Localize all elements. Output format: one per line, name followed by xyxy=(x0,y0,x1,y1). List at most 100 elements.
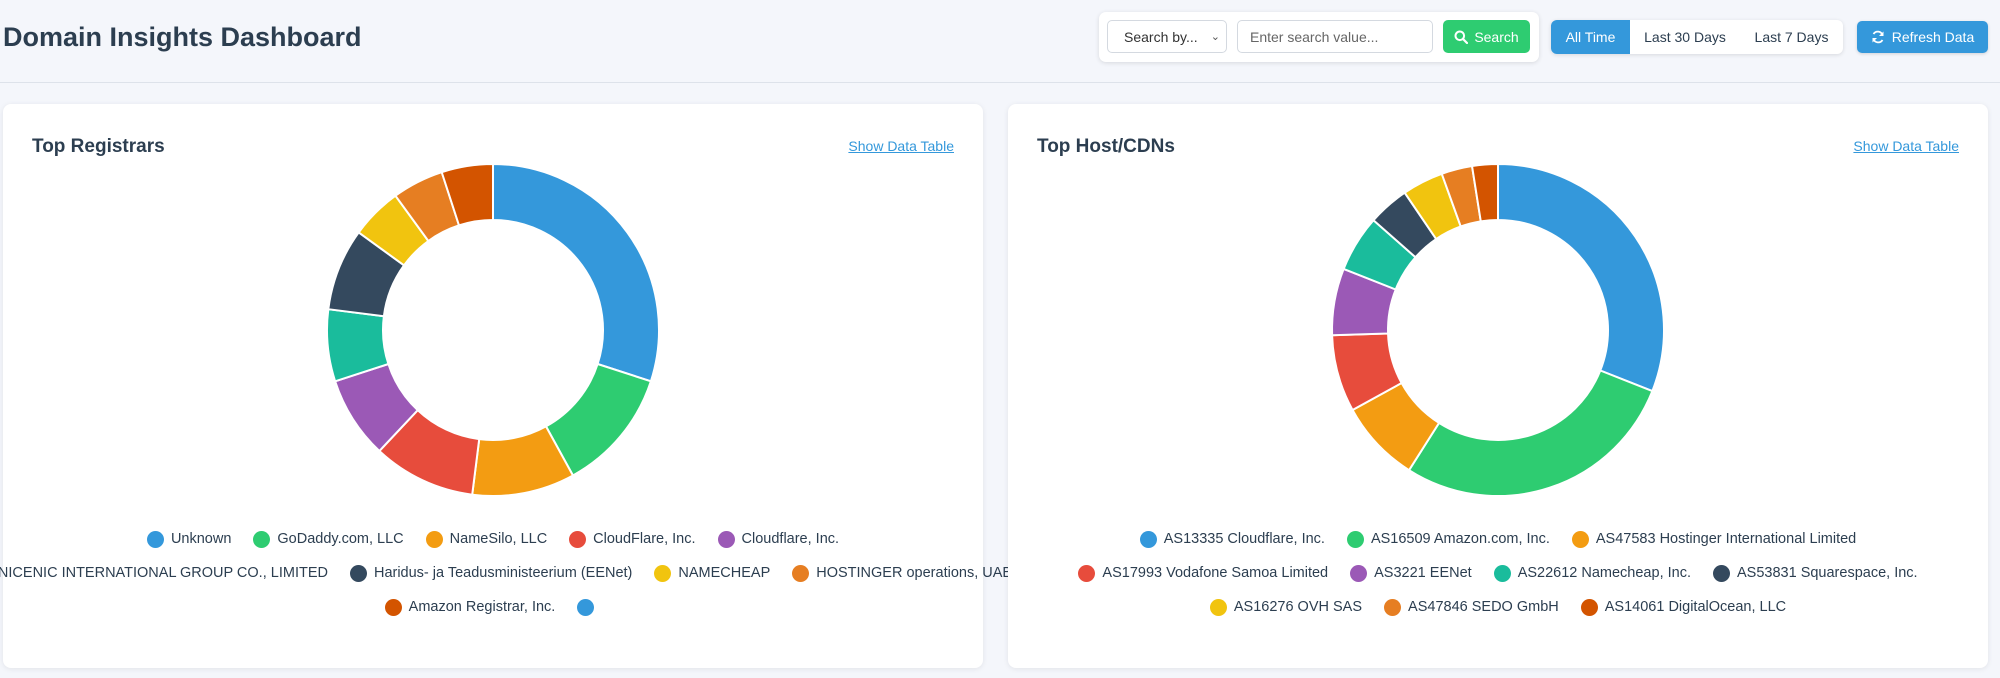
legend-item[interactable]: AS17993 Vodafone Samoa Limited xyxy=(1078,564,1329,582)
legend-label: AS13335 Cloudflare, Inc. xyxy=(1163,531,1325,547)
legend-item[interactable]: Haridus- ja Teadusministeerium (EENet) xyxy=(349,564,633,582)
search-panel: Search by... ⌄ Enter search value... Sea… xyxy=(1099,12,1539,62)
card-title: Top Registrars xyxy=(32,136,165,157)
legend-item[interactable]: AS16509 Amazon.com, Inc. xyxy=(1346,530,1550,548)
legend-label: NameSilo, LLC xyxy=(449,531,548,547)
legend-item[interactable]: AS47583 Hostinger International Limited xyxy=(1571,530,1857,548)
legend-swatch xyxy=(1350,564,1368,582)
legend-swatch xyxy=(146,530,164,548)
legend-item[interactable]: AS16276 OVH SAS xyxy=(1209,598,1363,616)
search-input[interactable]: Enter search value... xyxy=(1237,20,1433,53)
legend-label: Amazon Registrar, Inc. xyxy=(408,599,556,615)
chevron-down-icon: ⌄ xyxy=(1210,31,1220,43)
legend-label: Haridus- ja Teadusministeerium (EENet) xyxy=(373,565,633,581)
legend-swatch xyxy=(1580,598,1598,616)
legend-item[interactable]: AS3221 EENet xyxy=(1350,564,1472,582)
legend-swatch xyxy=(425,530,443,548)
refresh-button-label: Refresh Data xyxy=(1891,29,1975,45)
legend-label: NAMECHEAP xyxy=(678,565,771,581)
legend-swatch xyxy=(1384,598,1402,616)
donut-slice[interactable] xyxy=(1407,369,1654,497)
legend-row: Amazon Registrar, Inc. xyxy=(3,590,983,624)
legend-label: NICENIC INTERNATIONAL GROUP CO., LIMITED xyxy=(0,565,328,581)
search-type-select[interactable]: Search by... ⌄ xyxy=(1107,20,1227,53)
range-last-30-days[interactable]: Last 30 Days xyxy=(1644,29,1726,45)
search-type-value: Search by... xyxy=(1124,29,1198,45)
legend-swatch xyxy=(717,530,735,548)
legend-label: Unknown xyxy=(170,531,232,547)
legend-item[interactable]: NICENIC INTERNATIONAL GROUP CO., LIMITED xyxy=(0,565,328,582)
legend-label: Cloudflare, Inc. xyxy=(741,531,840,547)
donut-slice[interactable] xyxy=(1497,162,1665,393)
registrars-card: Top Registrars Show Data Table Unknown Go… xyxy=(0,104,1012,668)
legend-label: AS47846 SEDO GmbH xyxy=(1408,599,1559,615)
legend-swatch xyxy=(569,530,587,548)
page-title: Domain Insights Dashboard xyxy=(3,22,362,52)
donut-slice[interactable] xyxy=(1470,162,1499,223)
time-range-toggle: All Time Last 30 Days Last 7 Days xyxy=(1551,20,1843,54)
search-input-placeholder: Enter search value... xyxy=(1250,29,1379,45)
registrars-donut-chart xyxy=(326,162,660,497)
legend-item[interactable]: Unknown xyxy=(146,530,232,548)
show-data-table-link[interactable]: Show Data Table xyxy=(848,138,954,154)
legend-swatch xyxy=(654,564,672,582)
legend-swatch xyxy=(1713,564,1730,582)
legend-item[interactable]: AS47846 SEDO GmbH xyxy=(1384,598,1559,616)
legend-label: CloudFlare, Inc. xyxy=(593,531,696,547)
show-data-table-link[interactable]: Show Data Table xyxy=(1853,138,1959,154)
legend-label: HOSTINGER operations, UAB xyxy=(816,565,1013,581)
legend-item[interactable] xyxy=(577,598,601,616)
legend-label: AS22612 Namecheap, Inc. xyxy=(1517,565,1691,581)
legend-item[interactable]: AS14061 DigitalOcean, LLC xyxy=(1580,598,1787,616)
legend-swatch xyxy=(1078,564,1096,582)
legend-swatch xyxy=(792,564,810,582)
legend-row: AS16276 OVH SAS AS47846 SEDO GmbH AS14061 … xyxy=(1008,590,1988,624)
legend-swatch xyxy=(1209,598,1227,616)
refresh-icon xyxy=(1872,30,1884,44)
card-title: Top Host/CDNs xyxy=(1037,136,1175,157)
legend-row: AS13335 Cloudflare, Inc. AS16509 Amazon.c… xyxy=(1008,522,1988,556)
hosts-card: Top Host/CDNs Show Data Table AS13335 Cl… xyxy=(1008,104,1988,668)
search-icon xyxy=(1454,30,1469,44)
legend-label: AS17993 Vodafone Samoa Limited xyxy=(1102,565,1329,581)
search-button-label: Search xyxy=(1474,28,1519,45)
legend-label: AS14061 DigitalOcean, LLC xyxy=(1604,599,1787,615)
legend-item[interactable]: GoDaddy.com, LLC xyxy=(253,530,404,548)
legend-item[interactable]: HOSTINGER operations, UAB xyxy=(792,564,1013,582)
registrars-legend: Unknown GoDaddy.com, LLC NameSilo, LLC Clou… xyxy=(0,522,1012,624)
hosts-donut-chart xyxy=(1331,162,1665,497)
legend-swatch xyxy=(253,530,271,548)
legend-row: AS17993 Vodafone Samoa Limited AS3221 EEN… xyxy=(1008,556,1988,590)
legend-swatch xyxy=(577,598,595,616)
donut-slice[interactable] xyxy=(440,162,494,227)
refresh-button[interactable]: Refresh Data xyxy=(1857,21,1988,53)
header: Domain Insights Dashboard Search by... ⌄… xyxy=(0,0,2000,83)
legend-swatch xyxy=(1346,530,1364,548)
legend-item[interactable]: CloudFlare, Inc. xyxy=(569,530,696,548)
legend-label: AS3221 EENet xyxy=(1374,565,1472,581)
legend-item[interactable]: NAMECHEAP xyxy=(654,564,771,582)
range-last-7-days[interactable]: Last 7 Days xyxy=(1754,29,1829,45)
legend-item[interactable]: AS22612 Namecheap, Inc. xyxy=(1493,564,1691,582)
legend-swatch xyxy=(384,598,402,616)
legend-item[interactable]: AS53831 Squarespace, Inc. xyxy=(1713,564,1918,582)
legend-label: AS47583 Hostinger International Limited xyxy=(1595,531,1857,547)
search-button[interactable]: Search xyxy=(1443,20,1530,53)
range-all-time[interactable]: All Time xyxy=(1551,20,1630,54)
legend-item[interactable]: Cloudflare, Inc. xyxy=(717,530,840,548)
legend-swatch xyxy=(1571,530,1589,548)
donut-slice[interactable] xyxy=(492,162,660,383)
legend-swatch xyxy=(349,564,367,582)
legend-label: AS53831 Squarespace, Inc. xyxy=(1737,565,1918,581)
legend-swatch xyxy=(1139,530,1157,548)
legend-item[interactable]: Amazon Registrar, Inc. xyxy=(384,598,556,616)
hosts-legend: AS13335 Cloudflare, Inc. AS16509 Amazon.c… xyxy=(1008,522,1988,624)
legend-label: AS16276 OVH SAS xyxy=(1233,599,1363,615)
legend-item[interactable]: AS13335 Cloudflare, Inc. xyxy=(1139,530,1325,548)
legend-label: AS16509 Amazon.com, Inc. xyxy=(1370,531,1550,547)
legend-swatch xyxy=(1493,564,1511,582)
legend-row: NICENIC INTERNATIONAL GROUP CO., LIMITED… xyxy=(0,556,1012,590)
legend-row: Unknown GoDaddy.com, LLC NameSilo, LLC Clou… xyxy=(3,522,983,556)
legend-item[interactable]: NameSilo, LLC xyxy=(425,530,548,548)
legend-label: GoDaddy.com, LLC xyxy=(277,531,404,547)
